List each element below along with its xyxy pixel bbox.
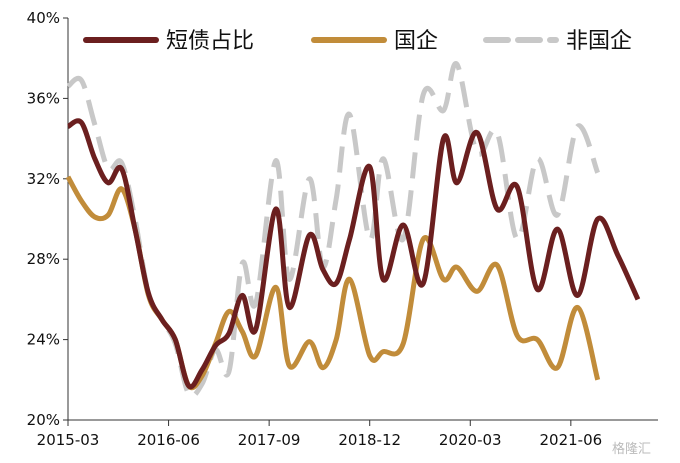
legend-label-2: 非国企 bbox=[566, 29, 632, 54]
series-lines bbox=[65, 61, 641, 399]
x-tick-label: 2015-03 bbox=[37, 431, 100, 449]
x-tick-label: 2018-12 bbox=[338, 431, 401, 449]
x-tick-label: 2020-03 bbox=[439, 431, 502, 449]
y-tick-label: 20% bbox=[27, 411, 60, 429]
y-tick-label: 36% bbox=[27, 89, 60, 107]
y-tick-label: 40% bbox=[27, 9, 60, 27]
watermark-text: 格隆汇 bbox=[612, 441, 651, 457]
y-tick-label: 32% bbox=[27, 170, 60, 188]
legend-label-1: 国企 bbox=[394, 29, 438, 54]
y-tick-label: 28% bbox=[27, 250, 60, 268]
legend-label-0: 短债占比 bbox=[166, 29, 254, 54]
y-tick-label: 24% bbox=[27, 331, 60, 349]
series-line-0 bbox=[66, 118, 641, 390]
legend: 短债占比 国企 非国企 bbox=[83, 29, 632, 54]
x-tick-label: 2016-06 bbox=[137, 431, 200, 449]
axes: 20% 24% 28% 32% 36% 40% 2015-03 2016-06 2017-09 2… bbox=[27, 9, 658, 449]
x-tick-label: 2017-09 bbox=[238, 431, 301, 449]
x-tick-label: 2021-06 bbox=[539, 431, 602, 449]
